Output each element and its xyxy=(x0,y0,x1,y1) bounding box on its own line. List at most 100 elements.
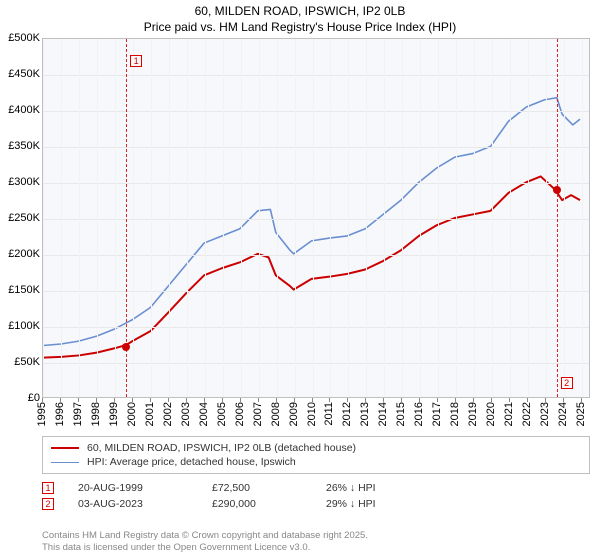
x-axis-label: 2003 xyxy=(180,402,192,426)
gridline-v xyxy=(313,39,314,397)
transaction-date: 20-AUG-1999 xyxy=(78,482,188,494)
gridline-v xyxy=(187,39,188,397)
transaction-price: £290,000 xyxy=(212,498,302,510)
legend-block: 60, MILDEN ROAD, IPSWICH, IP2 0LB (detac… xyxy=(42,436,590,512)
gridline-v xyxy=(348,39,349,397)
x-axis-label: 2017 xyxy=(431,402,443,426)
gridline-v xyxy=(546,39,547,397)
x-axis-label: 2011 xyxy=(323,402,335,426)
x-axis-label: 1995 xyxy=(36,402,48,426)
x-axis-label: 2010 xyxy=(306,402,318,426)
x-axis-label: 2013 xyxy=(359,402,371,426)
y-axis-label: £50K xyxy=(0,356,40,368)
chart-area: 12 £0£50K£100K£150K£200K£250K£300K£350K£… xyxy=(0,38,600,428)
footer-attribution: Contains HM Land Registry data © Crown c… xyxy=(42,530,368,554)
legend-label: 60, MILDEN ROAD, IPSWICH, IP2 0LB (detac… xyxy=(87,442,356,454)
gridline-v xyxy=(169,39,170,397)
y-axis-label: £500K xyxy=(0,32,40,44)
title-line-2: Price paid vs. HM Land Registry's House … xyxy=(0,20,600,36)
x-axis-label: 2009 xyxy=(288,402,300,426)
y-axis-label: £400K xyxy=(0,104,40,116)
gridline-v xyxy=(420,39,421,397)
transaction-table: 120-AUG-1999£72,50026% ↓ HPI203-AUG-2023… xyxy=(42,480,590,512)
gridline-h xyxy=(43,255,589,256)
gridline-v xyxy=(43,39,44,397)
gridline-v xyxy=(295,39,296,397)
x-axis-label: 2014 xyxy=(377,402,389,426)
chart-title-block: 60, MILDEN ROAD, IPSWICH, IP2 0LB Price … xyxy=(0,0,600,35)
gridline-h xyxy=(43,327,589,328)
footer-line-2: This data is licensed under the Open Gov… xyxy=(42,542,368,554)
x-axis-label: 1997 xyxy=(72,402,84,426)
x-axis-label: 2002 xyxy=(162,402,174,426)
y-axis-label: £150K xyxy=(0,284,40,296)
gridline-v xyxy=(241,39,242,397)
gridline-h xyxy=(43,363,589,364)
y-axis-label: £100K xyxy=(0,320,40,332)
gridline-h xyxy=(43,111,589,112)
gridline-v xyxy=(223,39,224,397)
x-axis-label: 2020 xyxy=(485,402,497,426)
gridline-v xyxy=(79,39,80,397)
gridline-v xyxy=(259,39,260,397)
title-line-1: 60, MILDEN ROAD, IPSWICH, IP2 0LB xyxy=(0,4,600,20)
gridline-h xyxy=(43,147,589,148)
y-axis-label: £0 xyxy=(0,392,40,404)
x-axis-label: 2025 xyxy=(575,402,587,426)
gridline-v xyxy=(402,39,403,397)
price-marker-line xyxy=(557,39,558,397)
x-axis-label: 1999 xyxy=(108,402,120,426)
gridline-v xyxy=(384,39,385,397)
gridline-h xyxy=(43,75,589,76)
transaction-price: £72,500 xyxy=(212,482,302,494)
y-axis-label: £350K xyxy=(0,140,40,152)
price-marker-dot xyxy=(122,343,130,351)
page-container: 60, MILDEN ROAD, IPSWICH, IP2 0LB Price … xyxy=(0,0,600,560)
gridline-v xyxy=(277,39,278,397)
x-axis-label: 2021 xyxy=(503,402,515,426)
x-axis-label: 2006 xyxy=(234,402,246,426)
gridline-v xyxy=(438,39,439,397)
plot-area: 12 xyxy=(42,38,590,398)
legend-swatch xyxy=(51,462,79,463)
x-axis-label: 2008 xyxy=(270,402,282,426)
gridline-h xyxy=(43,219,589,220)
footer-line-1: Contains HM Land Registry data © Crown c… xyxy=(42,530,368,542)
y-axis-label: £450K xyxy=(0,68,40,80)
transaction-delta: 26% ↓ HPI xyxy=(326,482,416,494)
gridline-v xyxy=(151,39,152,397)
y-axis-label: £250K xyxy=(0,212,40,224)
x-axis-label: 2019 xyxy=(467,402,479,426)
x-axis-label: 2018 xyxy=(449,402,461,426)
legend-label: HPI: Average price, detached house, Ipsw… xyxy=(87,456,296,468)
gridline-v xyxy=(456,39,457,397)
y-axis-label: £300K xyxy=(0,176,40,188)
price-marker-box: 2 xyxy=(561,377,573,389)
transaction-row: 203-AUG-2023£290,00029% ↓ HPI xyxy=(42,496,590,512)
x-axis-label: 2016 xyxy=(413,402,425,426)
x-axis-label: 2012 xyxy=(341,402,353,426)
gridline-v xyxy=(564,39,565,397)
transaction-marker-box: 1 xyxy=(42,482,54,494)
gridline-v xyxy=(205,39,206,397)
x-axis-label: 2000 xyxy=(126,402,138,426)
gridline-h xyxy=(43,291,589,292)
price-marker-dot xyxy=(553,186,561,194)
legend-row: 60, MILDEN ROAD, IPSWICH, IP2 0LB (detac… xyxy=(51,441,581,455)
transaction-delta: 29% ↓ HPI xyxy=(326,498,416,510)
gridline-v xyxy=(474,39,475,397)
x-axis-label: 2024 xyxy=(557,402,569,426)
x-axis-label: 2001 xyxy=(144,402,156,426)
x-axis-label: 2015 xyxy=(395,402,407,426)
y-axis-label: £200K xyxy=(0,248,40,260)
price-marker-box: 1 xyxy=(130,55,142,67)
gridline-v xyxy=(61,39,62,397)
x-axis-label: 2023 xyxy=(539,402,551,426)
gridline-v xyxy=(582,39,583,397)
gridline-v xyxy=(115,39,116,397)
gridline-v xyxy=(510,39,511,397)
gridline-v xyxy=(492,39,493,397)
transaction-date: 03-AUG-2023 xyxy=(78,498,188,510)
x-axis-label: 1996 xyxy=(54,402,66,426)
x-axis-label: 2005 xyxy=(216,402,228,426)
